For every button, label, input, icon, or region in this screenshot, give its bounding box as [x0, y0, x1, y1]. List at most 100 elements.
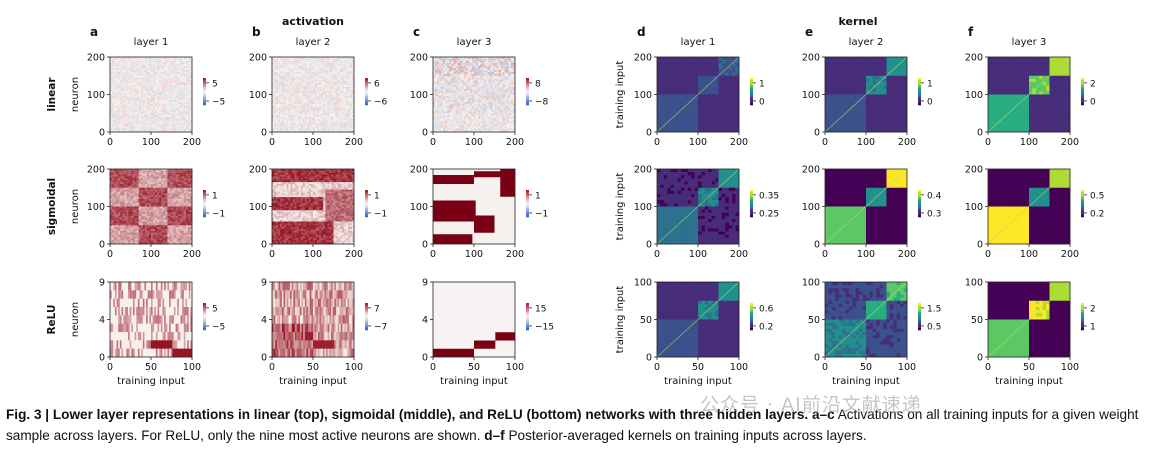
heatmap-cell — [457, 73, 460, 77]
heatmap-cell — [463, 115, 467, 118]
heatmap-cell — [508, 96, 512, 99]
heatmap-cell — [435, 58, 438, 62]
heatmap-cell — [441, 102, 444, 105]
heatmap-cell — [459, 98, 462, 101]
heatmap-cell — [335, 81, 338, 84]
heatmap-cell — [310, 113, 314, 116]
heatmap-cell — [171, 130, 174, 133]
heatmap-cell — [122, 88, 125, 92]
heatmap-cell — [120, 122, 123, 125]
heatmap-cell — [272, 102, 275, 105]
heatmap-cell — [476, 103, 479, 107]
heatmap-cell — [329, 62, 332, 65]
heatmap-cell — [343, 66, 347, 69]
heatmap-cell — [181, 64, 185, 67]
heatmap-cell — [447, 57, 450, 60]
heatmap-cell — [488, 90, 491, 93]
heatmap-cell — [453, 103, 456, 107]
heatmap-cell — [144, 83, 148, 86]
heatmap-cell — [187, 102, 191, 105]
heatmap-cell — [126, 90, 129, 93]
panel-letter-d: d — [637, 25, 646, 39]
heatmap-cell — [484, 103, 487, 107]
heatmap-cell — [488, 117, 491, 120]
heatmap-cell — [290, 120, 293, 123]
heatmap-cell — [469, 77, 473, 80]
heatmap-cell — [294, 120, 297, 123]
heatmap-cell — [441, 90, 444, 93]
heatmap-cell — [449, 64, 452, 67]
heatmap-cell — [179, 109, 183, 112]
heatmap-cell — [443, 102, 446, 105]
heatmap-cell — [144, 58, 148, 62]
heatmap-cell — [506, 124, 510, 127]
heatmap-cell — [490, 117, 493, 120]
heatmap-cell — [189, 96, 193, 99]
heatmap-cell — [153, 126, 156, 129]
heatmap-cell — [155, 98, 158, 101]
heatmap-cell — [163, 102, 166, 105]
heatmap-cell — [148, 72, 152, 75]
heatmap-cell — [496, 130, 499, 133]
heatmap-cell — [492, 64, 495, 67]
heatmap-cell — [173, 105, 176, 108]
heatmap-cell — [118, 66, 121, 69]
heatmap-cell — [134, 88, 137, 92]
heatmap-cell — [126, 57, 129, 60]
heatmap-cell — [325, 81, 328, 84]
heatmap-cell — [735, 60, 740, 64]
heatmap-cell — [502, 77, 506, 80]
heatmap-cell — [351, 57, 355, 60]
heatmap-cell — [343, 92, 347, 95]
heatmap-cell — [510, 85, 514, 88]
heatmap-cell — [140, 72, 144, 75]
heatmap-cell — [136, 70, 139, 73]
heatmap-cell — [165, 122, 168, 125]
heatmap-cell — [169, 117, 172, 120]
heatmap-cell — [116, 100, 119, 103]
heatmap-cell — [286, 66, 289, 69]
heatmap-cell — [674, 57, 678, 61]
heatmap-cell — [294, 73, 297, 77]
heatmap-cell — [500, 79, 503, 82]
heatmap-cell — [181, 122, 185, 125]
heatmap-cell — [345, 126, 349, 129]
heatmap-cell — [284, 107, 287, 110]
heatmap-cell — [508, 111, 512, 114]
heatmap-cell — [443, 103, 446, 107]
heatmap-cell — [480, 83, 483, 86]
heatmap-cell — [488, 92, 491, 95]
heatmap-cell — [304, 98, 308, 101]
heatmap-cell — [329, 98, 332, 101]
heatmap-cell — [435, 100, 438, 103]
heatmap-cell — [455, 85, 458, 88]
heatmap-cell — [437, 124, 440, 127]
heatmap-cell — [304, 85, 308, 88]
heatmap-cell — [343, 113, 347, 116]
heatmap-cell — [512, 77, 516, 80]
heatmap-cell — [319, 130, 322, 133]
heatmap-cell — [140, 103, 144, 107]
panel-letter-e: e — [805, 25, 813, 39]
heatmap-cell — [165, 109, 168, 112]
heatmap-cell — [276, 117, 279, 120]
heatmap-cell — [171, 79, 174, 82]
heatmap-cell — [157, 124, 160, 127]
heatmap-cell — [333, 128, 336, 131]
heatmap-cell — [165, 118, 168, 122]
heatmap-cell — [161, 111, 164, 114]
heatmap-cell — [187, 111, 191, 114]
heatmap-cell — [110, 98, 113, 101]
heatmap-cell — [187, 100, 191, 103]
heatmap-cell — [447, 70, 450, 73]
heatmap-cell — [319, 126, 322, 129]
heatmap-cell — [467, 111, 471, 114]
heatmap-cell — [167, 92, 170, 95]
heatmap-cell — [151, 105, 154, 108]
heatmap-cell — [331, 60, 334, 63]
heatmap-cell — [492, 94, 495, 97]
heatmap-cell — [298, 109, 301, 112]
heatmap-cell — [128, 60, 131, 63]
heatmap-cell — [177, 111, 180, 114]
heatmap-cell — [302, 83, 306, 86]
